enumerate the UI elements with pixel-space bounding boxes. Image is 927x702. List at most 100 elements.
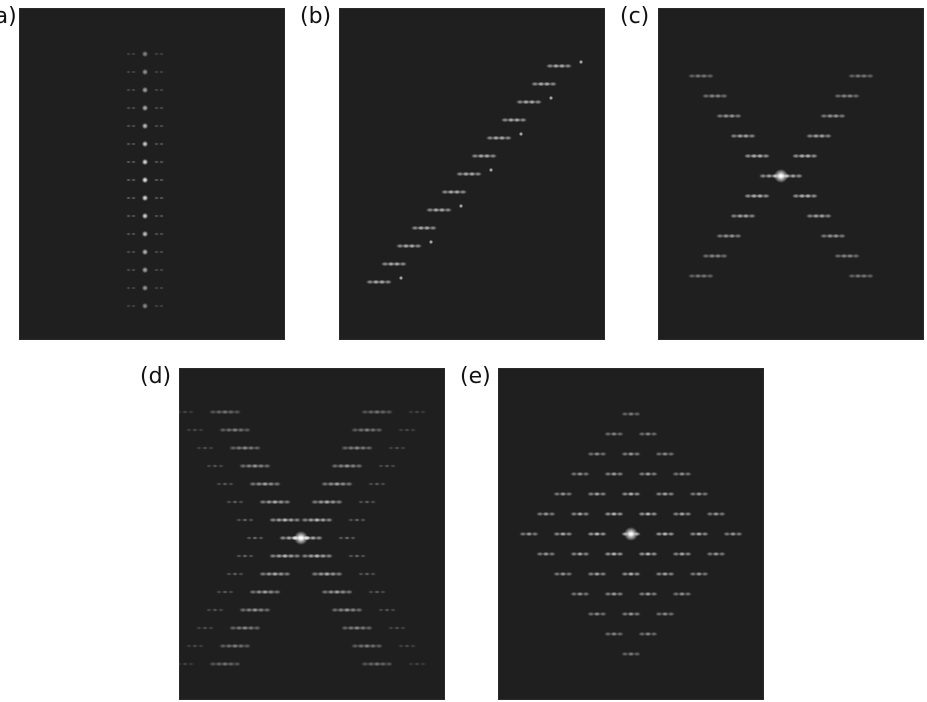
diffraction-spot <box>131 268 136 272</box>
diffraction-spot <box>730 133 738 139</box>
panel-label-d: (d) <box>140 364 172 389</box>
diffraction-spot <box>695 531 703 537</box>
diffraction-spot <box>492 135 500 141</box>
diffraction-spot <box>225 427 233 433</box>
diffraction-spot <box>672 471 680 477</box>
diffraction-spot <box>616 551 624 557</box>
diffraction-spot <box>616 591 624 597</box>
diffraction-spot <box>350 536 356 540</box>
diffraction-spot <box>369 427 377 433</box>
diffraction-spot <box>378 608 384 612</box>
diffraction-spot <box>627 611 635 617</box>
diffraction-spot <box>616 511 624 517</box>
diffraction-spot <box>742 133 750 139</box>
diffraction-spot <box>131 250 136 254</box>
diffraction-spot <box>684 591 692 597</box>
diffraction-spot <box>564 63 572 69</box>
diffraction-spot <box>818 133 826 139</box>
diffraction-spot <box>528 99 536 105</box>
diffraction-spot <box>599 611 607 617</box>
diffraction-spot <box>852 253 860 259</box>
diffraction-spot <box>159 52 164 56</box>
diffraction-spot <box>196 626 202 630</box>
diffraction-spot <box>621 451 629 457</box>
diffraction-spot <box>374 482 380 486</box>
diffraction-spot <box>378 279 386 285</box>
diffraction-spot <box>222 590 228 594</box>
diffraction-spot <box>610 471 618 477</box>
diffraction-spot <box>582 471 590 477</box>
diffraction-spot <box>616 431 624 437</box>
diffraction-spot <box>565 491 573 497</box>
diffraction-spot <box>131 142 136 146</box>
diffraction-spot <box>329 499 337 505</box>
diffraction-spot <box>838 113 846 119</box>
diffraction-spot <box>335 499 343 505</box>
diffraction-spot <box>559 571 567 577</box>
diffraction-spot <box>338 536 344 540</box>
diffraction-spot <box>866 273 874 279</box>
diffraction-spot <box>337 607 345 613</box>
diffraction-spot <box>265 499 273 505</box>
spots-svg-a <box>126 50 164 310</box>
diffraction-spot <box>249 481 257 487</box>
diffraction-spot <box>126 214 131 218</box>
diffraction-spot <box>610 631 618 637</box>
diffraction-spot <box>655 491 663 497</box>
diffraction-spot <box>209 661 217 667</box>
diffraction-spot <box>317 571 325 577</box>
diffraction-spot <box>309 535 317 541</box>
diffraction-spot <box>548 511 556 517</box>
diffraction-spot <box>126 178 131 182</box>
diffraction-spot <box>789 173 797 179</box>
diffraction-spot <box>456 171 464 177</box>
diffraction-spot <box>531 531 539 537</box>
diffraction-spot <box>141 212 149 220</box>
diffraction-spot <box>604 631 612 637</box>
diffraction-spot <box>154 196 159 200</box>
diffraction-spot <box>750 153 758 159</box>
diffraction-spot <box>667 571 675 577</box>
diffraction-spot <box>206 464 212 468</box>
diffraction-spot <box>621 491 629 497</box>
diffraction-spot <box>355 463 363 469</box>
diffraction-spot <box>610 591 618 597</box>
diffraction-spot <box>432 207 440 213</box>
diffraction-spot <box>279 535 287 541</box>
diffraction-spot <box>126 304 131 308</box>
diffraction-spot <box>542 511 550 517</box>
diffraction-spot <box>287 553 295 559</box>
diffraction-spot <box>154 142 159 146</box>
diffraction-spot <box>255 589 263 595</box>
diffraction-spot <box>404 428 410 432</box>
diffraction-spot <box>548 95 554 101</box>
diffraction-spot <box>198 644 204 648</box>
diffraction-spot <box>820 233 828 239</box>
diffraction-spot <box>154 250 159 254</box>
diffraction-spot <box>610 511 618 517</box>
diffraction-spot <box>650 471 658 477</box>
diffraction-spot <box>672 511 680 517</box>
diffraction-spot <box>795 173 803 179</box>
diffraction-spot <box>398 275 404 281</box>
diffraction-spot <box>245 607 253 613</box>
diffraction-spot <box>507 117 515 123</box>
diffraction-spot <box>552 63 560 69</box>
diffraction-spot <box>368 590 374 594</box>
diffraction-spot <box>536 551 544 557</box>
diffraction-spot <box>141 140 149 148</box>
diffraction-spot <box>678 471 686 477</box>
diffraction-spot <box>582 591 590 597</box>
diffraction-spot <box>661 531 669 537</box>
diffraction-spot <box>734 233 742 239</box>
diffraction-spot <box>245 463 253 469</box>
diffraction-spot <box>604 551 612 557</box>
diffraction-spot <box>159 106 164 110</box>
diffraction-spot <box>468 171 476 177</box>
diffraction-spot <box>644 551 652 557</box>
diffraction-spot <box>126 160 131 164</box>
diffraction-spot <box>349 463 357 469</box>
diffraction-spot <box>141 68 149 76</box>
diffraction-spot <box>222 482 228 486</box>
diffraction-spot <box>548 551 556 557</box>
